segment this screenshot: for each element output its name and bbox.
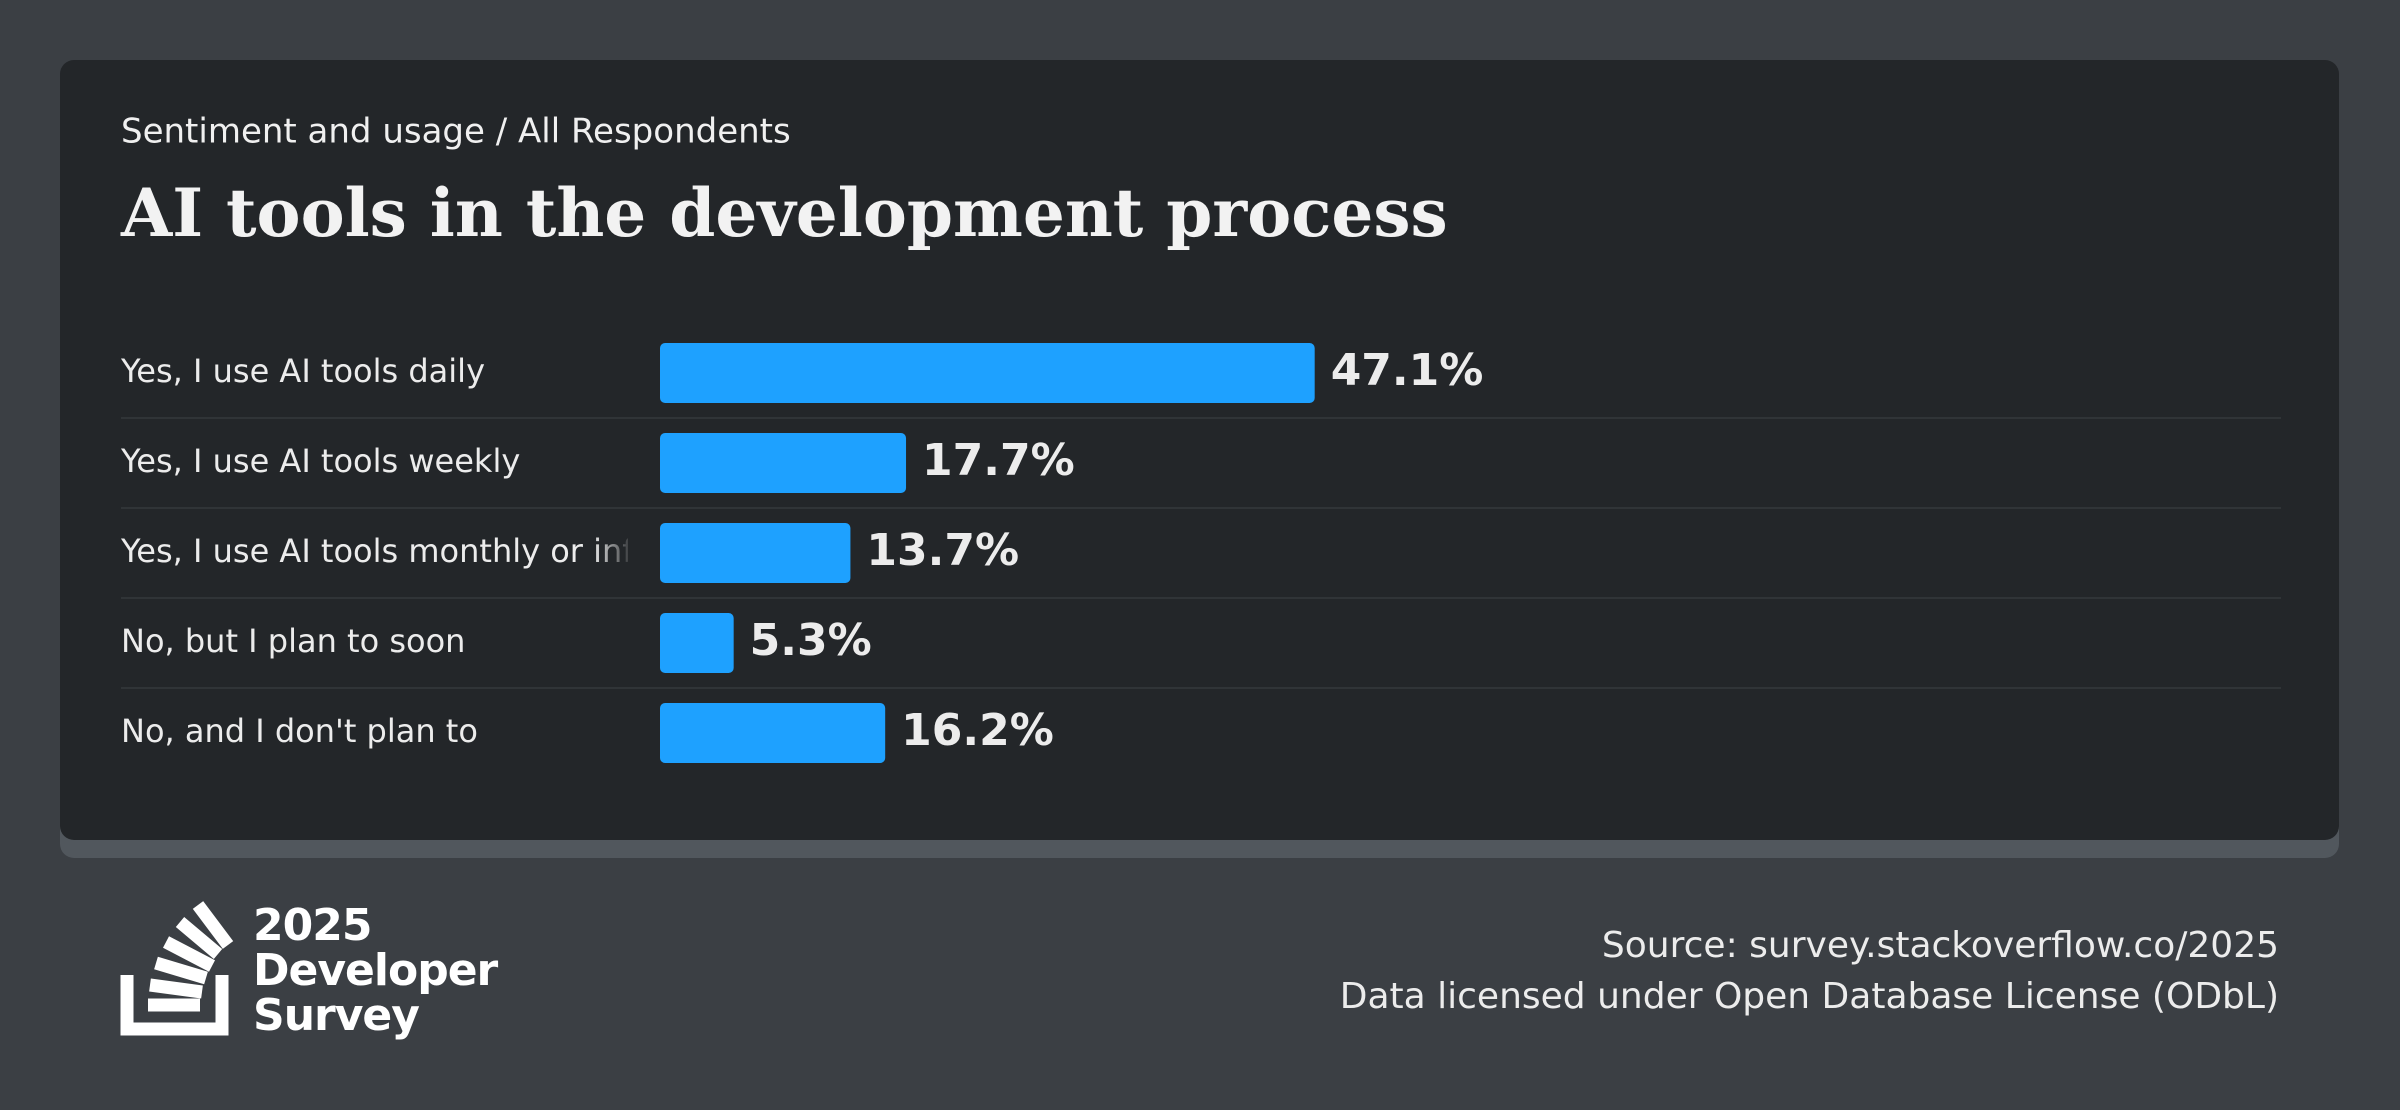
- card: [60, 60, 2339, 840]
- bar: [660, 433, 907, 493]
- value-label: 5.3%: [750, 615, 872, 666]
- logo-icon: [120, 901, 234, 1036]
- category-label: No, but I plan to soon: [121, 622, 465, 660]
- chart-title: AI tools in the development process: [120, 174, 1448, 252]
- bar: [660, 703, 886, 763]
- category-label: Yes, I use AI tools daily: [120, 352, 485, 390]
- bar: [660, 523, 851, 583]
- value-label: 17.7%: [922, 435, 1075, 486]
- logo-text: Developer: [253, 945, 499, 996]
- value-label: 47.1%: [1331, 345, 1484, 396]
- value-label: 13.7%: [866, 525, 1019, 576]
- license: Data licensed under Open Database Licens…: [1340, 976, 2279, 1017]
- category-label: Yes, I use AI tools weekly: [120, 442, 520, 480]
- category-label: No, and I don't plan to: [121, 712, 478, 750]
- logo-text: Survey: [253, 990, 419, 1041]
- logo-text: 2025: [253, 900, 371, 951]
- bar: [660, 613, 734, 673]
- source: Source: survey.stackoverflow.co/2025: [1602, 925, 2279, 966]
- rows: Yes, I use AI tools daily 47.1% Yes, I use…: [120, 343, 2281, 763]
- chart-subtitle: Sentiment and usage / All Respondents: [121, 112, 791, 152]
- bar: [660, 343, 1315, 403]
- value-label: 16.2%: [901, 705, 1054, 756]
